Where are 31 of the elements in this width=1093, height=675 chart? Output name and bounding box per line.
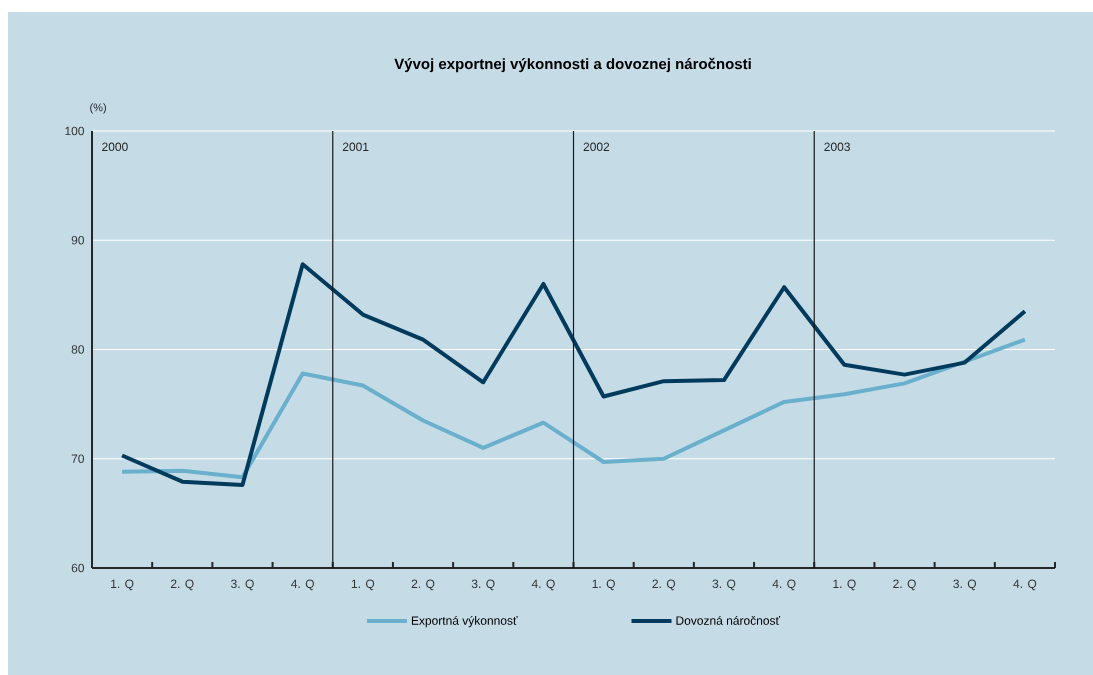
x-tick-label: 4. Q — [1013, 579, 1037, 591]
x-tick-label: 2. Q — [893, 579, 916, 591]
annotation: 2000 — [102, 142, 128, 152]
chart-title: Vývoj exportnej výkonnosti a dovoznej náročnosti — [394, 57, 751, 73]
x-tick-label: 2. Q — [652, 579, 676, 591]
y-axis-title: (%) — [90, 103, 106, 114]
legend-label: Dovozná náročnosť — [676, 615, 781, 625]
annotation: 2001 — [342, 142, 369, 152]
x-tick-label: 1. Q — [592, 579, 615, 591]
x-tick-label: 4. Q — [291, 579, 314, 591]
x-tick-label: 3. Q — [471, 579, 495, 591]
y-tick-label: 60 — [71, 563, 85, 573]
x-tick-label: 1. Q — [351, 579, 375, 591]
x-tick-label: 1. Q — [833, 579, 856, 591]
x-tick-label: 1. Q — [111, 579, 134, 591]
y-tick-label: 80 — [71, 345, 85, 354]
x-tick-label: 4. Q — [531, 579, 555, 591]
line-series — [120, 337, 1027, 480]
line-series — [120, 262, 1027, 487]
y-tick-label: 100 — [65, 126, 85, 136]
x-tick-label: 3. Q — [712, 579, 736, 591]
x-tick-label: 3. Q — [231, 579, 254, 591]
x-tick-label: 4. Q — [772, 579, 796, 591]
y-tick-label: 90 — [71, 236, 85, 245]
x-tick-label: 2. Q — [170, 579, 194, 591]
annotation: 2003 — [824, 142, 850, 152]
x-tick-label: 3. Q — [953, 579, 977, 591]
x-tick-label: 2. Q — [411, 579, 435, 591]
annotation: 2002 — [583, 142, 610, 152]
y-tick-label: 70 — [71, 454, 85, 463]
legend-label: Exportná výkonnosť — [411, 615, 518, 628]
